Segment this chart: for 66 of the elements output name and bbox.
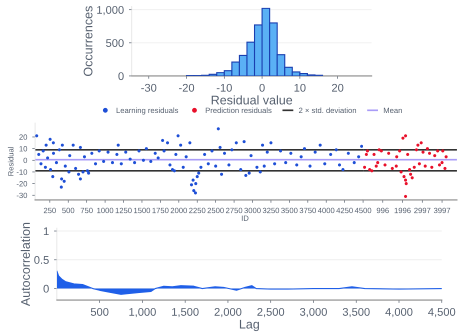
point xyxy=(395,155,398,158)
y-tick-label: 1 xyxy=(44,227,49,236)
point xyxy=(433,154,436,158)
x-tick-label: -30 xyxy=(141,84,156,92)
point xyxy=(438,163,442,166)
x-tick-label: 3,000 xyxy=(300,308,327,318)
x-tick-label: 2,500 xyxy=(257,308,284,318)
x-tick-label: 20 xyxy=(332,84,344,92)
x-tick-label: 1,500 xyxy=(172,308,199,318)
x-tick-label: 4,500 xyxy=(428,308,456,318)
point xyxy=(387,152,390,155)
point xyxy=(420,141,423,144)
x-tick-label: 0 xyxy=(259,84,265,92)
point xyxy=(372,152,376,156)
x-axis-title: Residual value xyxy=(212,95,292,105)
point xyxy=(430,166,434,169)
point xyxy=(383,163,387,166)
point xyxy=(401,136,404,140)
point xyxy=(404,134,408,138)
y-tick-label: 1,000 xyxy=(97,6,124,16)
point xyxy=(424,164,427,168)
point xyxy=(412,166,416,169)
point xyxy=(416,144,420,147)
point xyxy=(440,161,444,164)
point xyxy=(408,168,412,172)
point xyxy=(370,169,374,172)
y-tick-label: 0 xyxy=(43,284,49,293)
x-tick-label: 3,500 xyxy=(342,308,370,318)
x-tick-label: -10 xyxy=(216,84,232,92)
point xyxy=(400,170,403,174)
y-tick-label: 0.5 xyxy=(34,256,49,264)
point xyxy=(366,149,370,153)
x-tick-label: 2,000 xyxy=(214,308,242,318)
point xyxy=(418,162,421,166)
x-tick-label: 1,000 xyxy=(129,308,156,318)
point xyxy=(374,164,378,168)
point xyxy=(398,149,402,153)
point xyxy=(404,182,408,186)
x-tick-label: 10 xyxy=(294,84,306,92)
x-tick-label: 500 xyxy=(90,308,108,316)
point xyxy=(426,147,429,150)
point xyxy=(404,194,408,198)
point xyxy=(443,166,447,170)
point xyxy=(421,150,425,154)
y-axis-title: Autocorrelation xyxy=(20,222,30,306)
point xyxy=(364,152,368,156)
point xyxy=(444,155,448,158)
point xyxy=(428,152,432,155)
point xyxy=(402,175,406,178)
x-tick-label: 4,000 xyxy=(385,308,412,318)
point xyxy=(406,152,410,156)
y-tick-label: 500 xyxy=(106,39,124,47)
y-tick-label: 0 xyxy=(118,72,124,80)
point xyxy=(414,148,418,152)
point xyxy=(390,166,394,170)
point xyxy=(410,176,414,180)
point xyxy=(409,172,412,176)
y-axis-title: Occurrences xyxy=(84,6,92,76)
point xyxy=(404,178,408,182)
point xyxy=(441,149,444,153)
point xyxy=(394,164,398,168)
point xyxy=(378,148,381,152)
point xyxy=(376,161,380,164)
x-tick-label: -20 xyxy=(179,84,194,92)
x-axis-title: Lag xyxy=(240,320,259,332)
point xyxy=(436,149,440,153)
